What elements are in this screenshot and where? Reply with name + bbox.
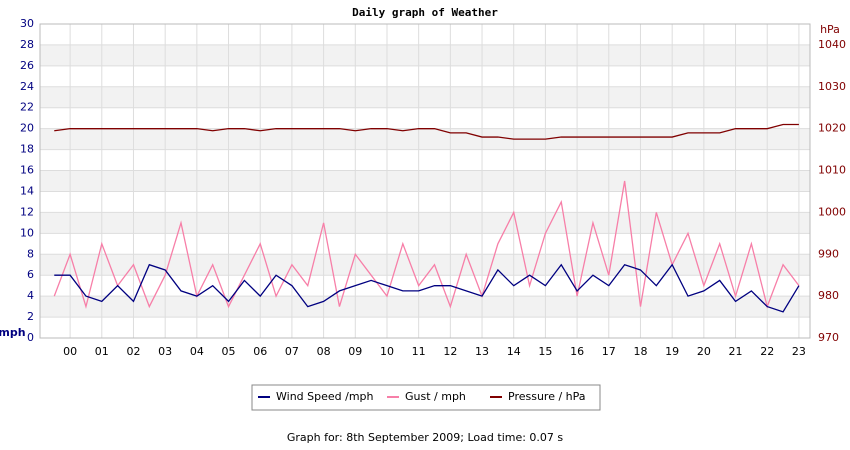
y-tick-label: 22 bbox=[20, 101, 34, 114]
x-tick-label: 17 bbox=[602, 345, 616, 358]
y-tick-label: 14 bbox=[20, 184, 34, 197]
grid-band bbox=[40, 86, 810, 108]
y-tick-label: 26 bbox=[20, 59, 34, 72]
y2-tick-label: 980 bbox=[818, 289, 839, 302]
y2-tick-label: 1020 bbox=[818, 122, 846, 135]
legend-label: Wind Speed /mph bbox=[276, 390, 374, 403]
y2-tick-label: 970 bbox=[818, 331, 839, 344]
x-tick-label: 07 bbox=[285, 345, 299, 358]
x-tick-label: 21 bbox=[729, 345, 743, 358]
series-line bbox=[53, 180, 800, 310]
legend-label: Gust / mph bbox=[405, 390, 466, 403]
x-tick-label: 12 bbox=[443, 345, 457, 358]
y2-tick-label: 1030 bbox=[818, 80, 846, 93]
x-tick-label: 11 bbox=[412, 345, 426, 358]
x-tick-label: 20 bbox=[697, 345, 711, 358]
x-tick-label: 16 bbox=[570, 345, 584, 358]
x-tick-label: 00 bbox=[63, 345, 77, 358]
y-tick-label: 10 bbox=[20, 226, 34, 239]
grid-band bbox=[40, 44, 810, 66]
y-tick-label: 24 bbox=[20, 80, 34, 93]
x-tick-label: 05 bbox=[222, 345, 236, 358]
grid-band bbox=[40, 128, 810, 150]
x-tick-label: 02 bbox=[126, 345, 140, 358]
y2-tick-label: 990 bbox=[818, 247, 839, 260]
x-tick-label: 18 bbox=[633, 345, 647, 358]
y-axis-label: mph bbox=[0, 326, 26, 339]
y2-tick-label: 1000 bbox=[818, 205, 846, 218]
series-line bbox=[54, 263, 800, 313]
y-tick-label: 6 bbox=[27, 268, 34, 281]
y-tick-label: 28 bbox=[20, 38, 34, 51]
chart-title: Daily graph of Weather bbox=[352, 6, 498, 19]
y-tick-label: 12 bbox=[20, 205, 34, 218]
grid-band bbox=[40, 254, 810, 276]
x-tick-label: 14 bbox=[507, 345, 521, 358]
legend-label: Pressure / hPa bbox=[508, 390, 586, 403]
x-tick-label: 03 bbox=[158, 345, 172, 358]
footer: Graph for: 8th September 2009; Load time… bbox=[287, 431, 564, 444]
series-line bbox=[54, 123, 799, 140]
grid-band bbox=[40, 212, 810, 234]
y-tick-label: 30 bbox=[20, 17, 34, 30]
x-tick-label: 04 bbox=[190, 345, 204, 358]
y-tick-label: 20 bbox=[20, 122, 34, 135]
y2-tick-label: 1010 bbox=[818, 164, 846, 177]
legend-box bbox=[251, 384, 601, 411]
x-tick-label: 06 bbox=[253, 345, 267, 358]
y-tick-label: 16 bbox=[20, 164, 34, 177]
x-tick-label: 15 bbox=[538, 345, 552, 358]
x-tick-label: 19 bbox=[665, 345, 679, 358]
x-tick-label: 09 bbox=[348, 345, 362, 358]
y-tick-label: 8 bbox=[27, 247, 34, 260]
y-tick-label: 2 bbox=[27, 310, 34, 323]
grid-band bbox=[40, 296, 810, 318]
y-tick-label: 4 bbox=[27, 289, 34, 302]
x-tick-label: 13 bbox=[475, 345, 489, 358]
plot-border bbox=[39, 23, 811, 339]
y2-axis-label: hPa bbox=[820, 23, 840, 36]
x-tick-label: 10 bbox=[380, 345, 394, 358]
y-tick-label: 0 bbox=[27, 331, 34, 344]
x-tick-label: 08 bbox=[317, 345, 331, 358]
x-tick-label: 23 bbox=[792, 345, 806, 358]
x-tick-label: 22 bbox=[760, 345, 774, 358]
grid-band bbox=[40, 170, 810, 192]
x-tick-label: 01 bbox=[95, 345, 109, 358]
y-tick-label: 18 bbox=[20, 143, 34, 156]
y2-tick-label: 1040 bbox=[818, 38, 846, 51]
